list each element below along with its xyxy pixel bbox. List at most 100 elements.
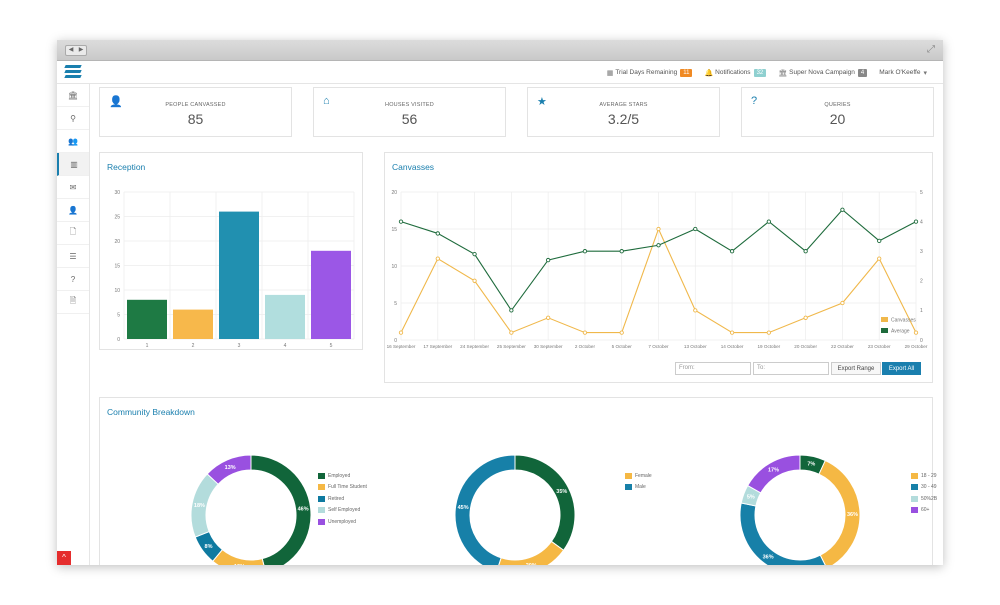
- reception-chart: 0 5 10 15 20 25 30 1 2 3 4 5: [114, 190, 355, 349]
- to-date-input[interactable]: To:: [753, 362, 829, 375]
- sidebar-item-bank[interactable]: 🏛: [57, 84, 89, 107]
- legend-item[interactable]: Unemployed: [318, 516, 367, 528]
- point-average[interactable]: [398, 219, 404, 224]
- legend-item[interactable]: 30 - 49: [911, 482, 937, 494]
- scroll-up-button[interactable]: ^: [57, 551, 71, 565]
- point-canvasses[interactable]: [582, 330, 588, 335]
- donut-slice[interactable]: [496, 540, 565, 565]
- slice-label: 8%: [205, 544, 213, 550]
- legend-item[interactable]: 50%2B: [911, 493, 937, 505]
- point-canvasses[interactable]: [619, 330, 624, 335]
- trial-days-badge: 11: [680, 68, 693, 77]
- donut-slice[interactable]: [454, 454, 516, 565]
- expand-icon[interactable]: ⤢: [927, 44, 935, 55]
- sidebar-item-users[interactable]: 👥: [57, 130, 89, 153]
- point-canvasses[interactable]: [693, 308, 698, 313]
- slice-label: 7%: [807, 462, 815, 468]
- slice-label: 18%: [194, 503, 205, 509]
- point-average[interactable]: [472, 252, 477, 257]
- point-canvasses[interactable]: [472, 278, 477, 283]
- slice-label: 15%: [234, 564, 245, 565]
- user-name: Mark O'Keeffe: [879, 69, 921, 76]
- legend-item[interactable]: Retired: [318, 493, 367, 505]
- trial-days-item[interactable]: ▦ Trial Days Remaining 11: [607, 68, 693, 77]
- community-title: Community Breakdown: [107, 407, 195, 417]
- legend-item[interactable]: Self Employed: [318, 505, 367, 517]
- legend-item[interactable]: Male: [625, 482, 652, 494]
- donut-slice[interactable]: [818, 459, 861, 565]
- point-average[interactable]: [913, 219, 919, 224]
- point-average[interactable]: [840, 207, 845, 212]
- point-canvasses[interactable]: [877, 256, 882, 261]
- legend-item[interactable]: 60+: [911, 505, 937, 517]
- donut-slice[interactable]: [250, 454, 312, 565]
- legend-item[interactable]: Female: [625, 470, 652, 482]
- point-average[interactable]: [509, 308, 514, 313]
- y-right-tick-label: 2: [920, 279, 923, 285]
- notifications-item[interactable]: 🔔 Notifications 32: [704, 68, 767, 77]
- point-average[interactable]: [729, 249, 735, 254]
- mail-icon: ✉: [69, 182, 77, 192]
- donut-slice[interactable]: [206, 454, 252, 485]
- app-logo[interactable]: [64, 65, 82, 80]
- point-canvasses[interactable]: [803, 315, 808, 320]
- slice-label: 5%: [747, 495, 755, 501]
- bar-2[interactable]: [173, 309, 213, 339]
- point-average[interactable]: [545, 257, 551, 263]
- y-right-tick-label: 4: [920, 219, 923, 225]
- point-average[interactable]: [766, 219, 772, 224]
- point-canvasses[interactable]: [913, 330, 919, 335]
- point-canvasses[interactable]: [729, 330, 735, 335]
- from-date-input[interactable]: From:: [675, 362, 751, 375]
- bar-4[interactable]: [265, 294, 305, 339]
- point-canvasses[interactable]: [509, 330, 514, 335]
- stat-label: HOUSES VISITED: [385, 102, 434, 108]
- sidebar-item-document[interactable]: 🗎: [57, 291, 89, 314]
- bar-3[interactable]: [219, 211, 259, 339]
- bar-1[interactable]: [127, 299, 167, 339]
- x-tick-label: 17 September: [423, 344, 452, 349]
- x-tick-label: 2 October: [575, 344, 596, 349]
- sidebar-item-location[interactable]: ⚲: [57, 107, 89, 130]
- point-average[interactable]: [619, 249, 624, 254]
- x-tick-label: 19 October: [757, 344, 780, 349]
- trial-days-label: Trial Days Remaining: [615, 69, 678, 76]
- legend-label: 50%2B: [921, 495, 938, 502]
- point-canvasses[interactable]: [840, 300, 845, 306]
- sidebar-item-help[interactable]: ?: [57, 268, 89, 291]
- user-icon: 👤: [68, 205, 78, 215]
- point-canvasses[interactable]: [766, 330, 772, 335]
- point-canvasses[interactable]: [398, 330, 404, 335]
- donut-slice[interactable]: [747, 454, 801, 494]
- x-tick-label: 29 October: [905, 344, 928, 349]
- reception-title: Reception: [107, 162, 146, 172]
- point-average[interactable]: [877, 238, 882, 243]
- legend-item[interactable]: Employed: [318, 470, 367, 482]
- sidebar-item-mail[interactable]: ✉: [57, 176, 89, 199]
- back-forward-icon[interactable]: ◀ ▶: [65, 45, 87, 56]
- legend-swatch: [911, 484, 918, 491]
- sidebar-item-list[interactable]: ☰: [57, 245, 89, 268]
- legend-label: Unemployed: [328, 518, 357, 525]
- export-all-button[interactable]: Export All: [882, 362, 921, 375]
- donut-slice[interactable]: [739, 502, 827, 565]
- bar-5[interactable]: [311, 250, 351, 339]
- point-canvasses[interactable]: [545, 315, 551, 320]
- sidebar-item-file[interactable]: 🗋: [57, 222, 89, 245]
- point-average[interactable]: [656, 243, 661, 248]
- point-canvasses[interactable]: [435, 256, 440, 261]
- campaign-item[interactable]: 🏛 Super Nova Campaign 4: [778, 68, 868, 77]
- point-average[interactable]: [803, 249, 808, 254]
- point-average[interactable]: [693, 226, 698, 232]
- point-canvasses[interactable]: [656, 226, 661, 232]
- point-average[interactable]: [582, 249, 588, 254]
- legend-item[interactable]: Full Time Student: [318, 482, 367, 494]
- sidebar-item-user[interactable]: 👤: [57, 199, 89, 222]
- point-average[interactable]: [435, 231, 440, 236]
- donut-slice[interactable]: [514, 454, 576, 551]
- user-menu[interactable]: Mark O'Keeffe ▾: [879, 69, 929, 77]
- export-range-button[interactable]: Export Range: [831, 362, 881, 375]
- legend-item[interactable]: 18 - 29: [911, 470, 937, 482]
- x-tick-label: 24 September: [460, 344, 489, 349]
- sidebar-item-chart[interactable]: ▥: [57, 153, 89, 176]
